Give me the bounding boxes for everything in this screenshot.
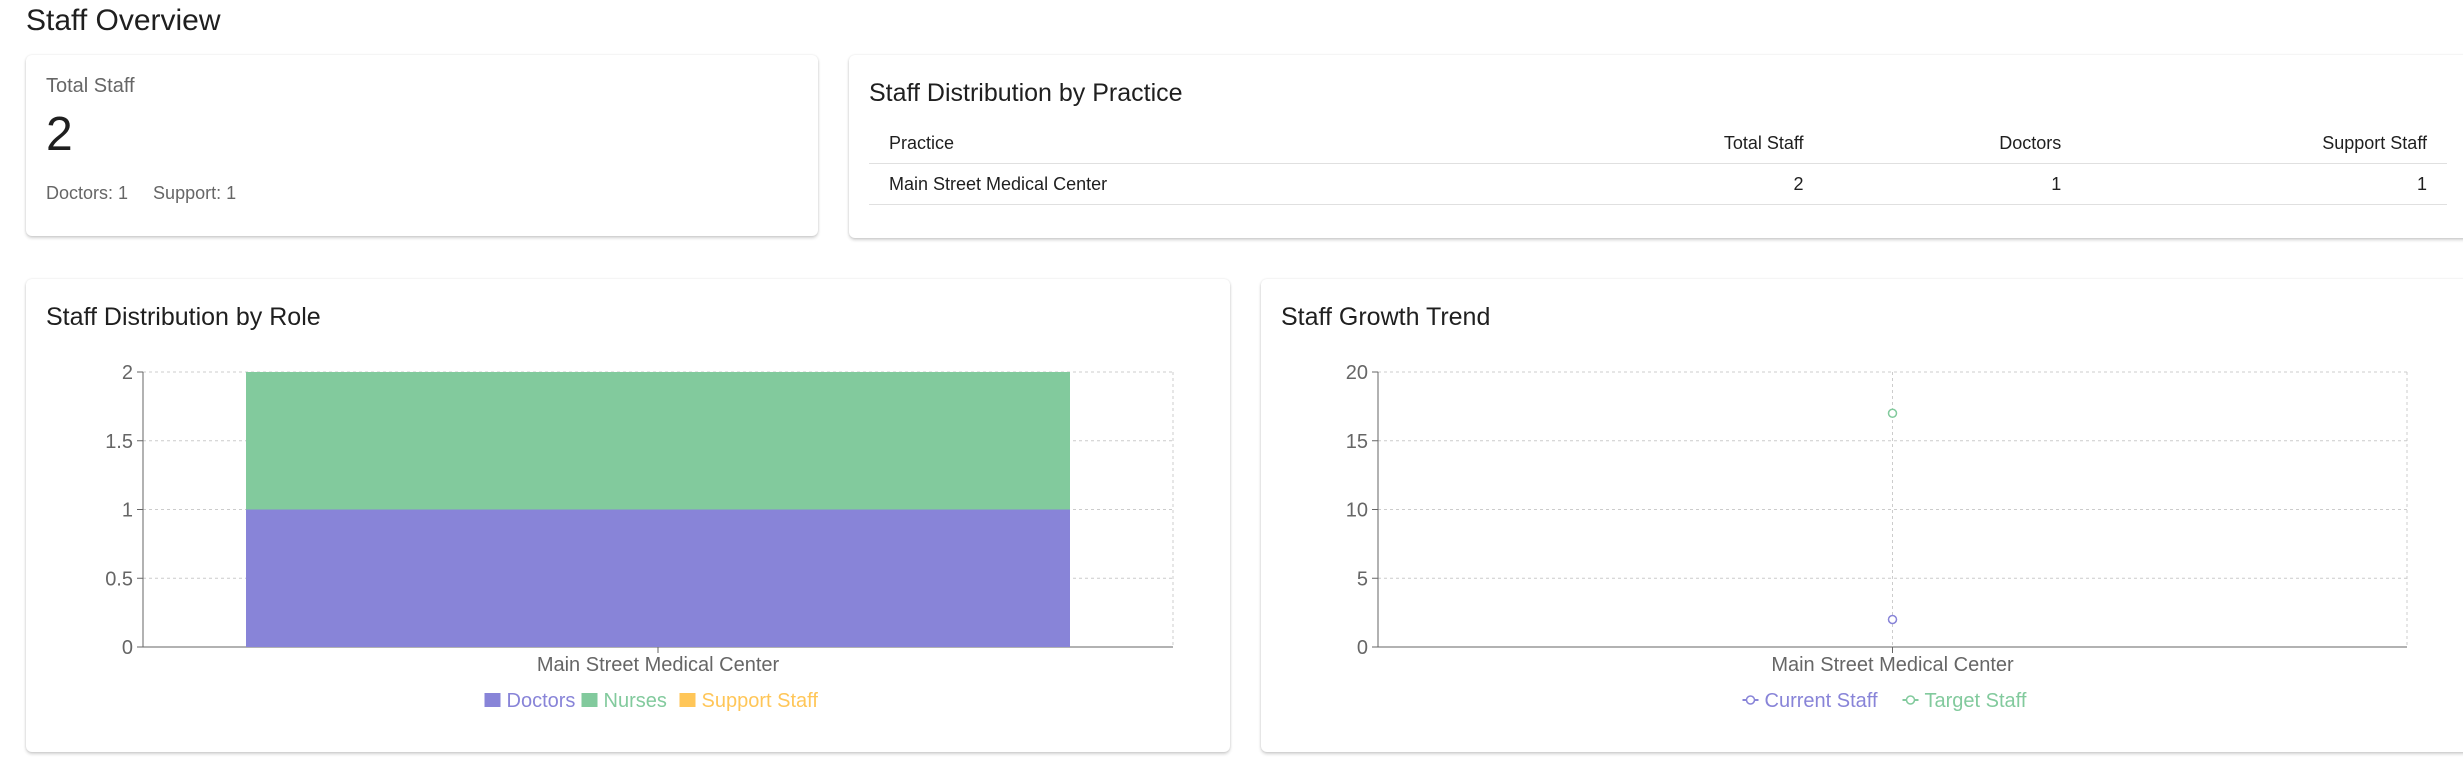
y-tick-label: 10 — [1346, 500, 1368, 522]
point-current-staff — [1887, 614, 1898, 625]
role-chart-title: Staff Distribution by Role — [46, 303, 321, 331]
support-staff-cell: 1 — [2081, 163, 2447, 205]
bar-doctors — [246, 509, 1070, 647]
growth-trend-chart: 0 5 10 15 20 Main Street Medical Center Curren… — [1346, 362, 2408, 712]
practice-name-cell: Main Street Medical Center — [869, 163, 1522, 205]
legend-label-target-staff: Target Staff — [1925, 690, 2027, 712]
y-tick-label: 0.5 — [105, 568, 133, 590]
bar-nurses — [246, 372, 1070, 510]
legend-marker-current-staff — [1745, 695, 1756, 705]
y-tick-label: 2 — [122, 362, 133, 384]
growth-trend-card: Staff Growth Trend 0 5 10 15 20 Main Street M… — [1261, 279, 2463, 752]
y-tick-label: 5 — [1357, 568, 1368, 590]
total-staff-cell: 2 — [1521, 163, 1824, 205]
legend-label-nurses: Nurses — [604, 690, 667, 712]
x-tick-label: Main Street Medical Center — [537, 654, 780, 676]
x-tick-label: Main Street Medical Center — [1771, 654, 2014, 676]
doctors-count: Doctors: 1 — [46, 183, 129, 203]
legend-swatch-nurses — [581, 693, 598, 707]
legend-label-doctors: Doctors — [507, 690, 576, 712]
total-staff-card: Total Staff 2 Doctors: 1 Support: 1 — [26, 55, 818, 236]
growth-chart-title: Staff Growth Trend — [1281, 303, 1491, 331]
y-tick-label: 0 — [122, 637, 133, 659]
table-row[interactable]: Main Street Medical Center 2 1 1 — [869, 163, 2447, 205]
point-target-staff — [1887, 408, 1898, 418]
practice-distribution-card: Staff Distribution by Practice Practice … — [849, 55, 2463, 238]
column-header-total-staff[interactable]: Total Staff — [1521, 123, 1824, 164]
total-staff-label: Total Staff — [46, 75, 135, 97]
y-tick-label: 0 — [1357, 637, 1368, 659]
role-distribution-card: Staff Distribution by Role 0 0.5 1 1.5 2 Main… — [26, 279, 1230, 752]
role-distribution-chart: 0 0.5 1 1.5 2 Main Street Medical Center Docto… — [105, 362, 1174, 712]
legend-swatch-support-staff — [679, 693, 696, 707]
legend-marker-target-staff — [1905, 695, 1916, 705]
column-header-practice[interactable]: Practice — [869, 123, 1522, 164]
legend-swatch-doctors — [484, 693, 501, 707]
staff-breakdown: Doctors: 1 Support: 1 — [46, 183, 256, 204]
legend-label-support-staff: Support Staff — [702, 690, 819, 712]
column-header-support-staff[interactable]: Support Staff — [2081, 123, 2447, 164]
legend-label-current-staff: Current Staff — [1765, 690, 1878, 712]
y-tick-label: 20 — [1346, 362, 1368, 384]
column-header-doctors[interactable]: Doctors — [1823, 123, 2082, 164]
table-header-row: Practice Total Staff Doctors Support Sta… — [869, 123, 2447, 164]
practice-table: Practice Total Staff Doctors Support Sta… — [869, 123, 2447, 205]
y-tick-label: 15 — [1346, 431, 1368, 453]
support-count: Support: 1 — [153, 183, 237, 203]
y-tick-label: 1 — [122, 500, 133, 522]
total-staff-value: 2 — [46, 108, 73, 161]
practice-distribution-title: Staff Distribution by Practice — [869, 79, 1183, 107]
page-title: Staff Overview — [26, 4, 221, 37]
y-tick-label: 1.5 — [105, 431, 133, 453]
doctors-cell: 1 — [1823, 163, 2082, 205]
